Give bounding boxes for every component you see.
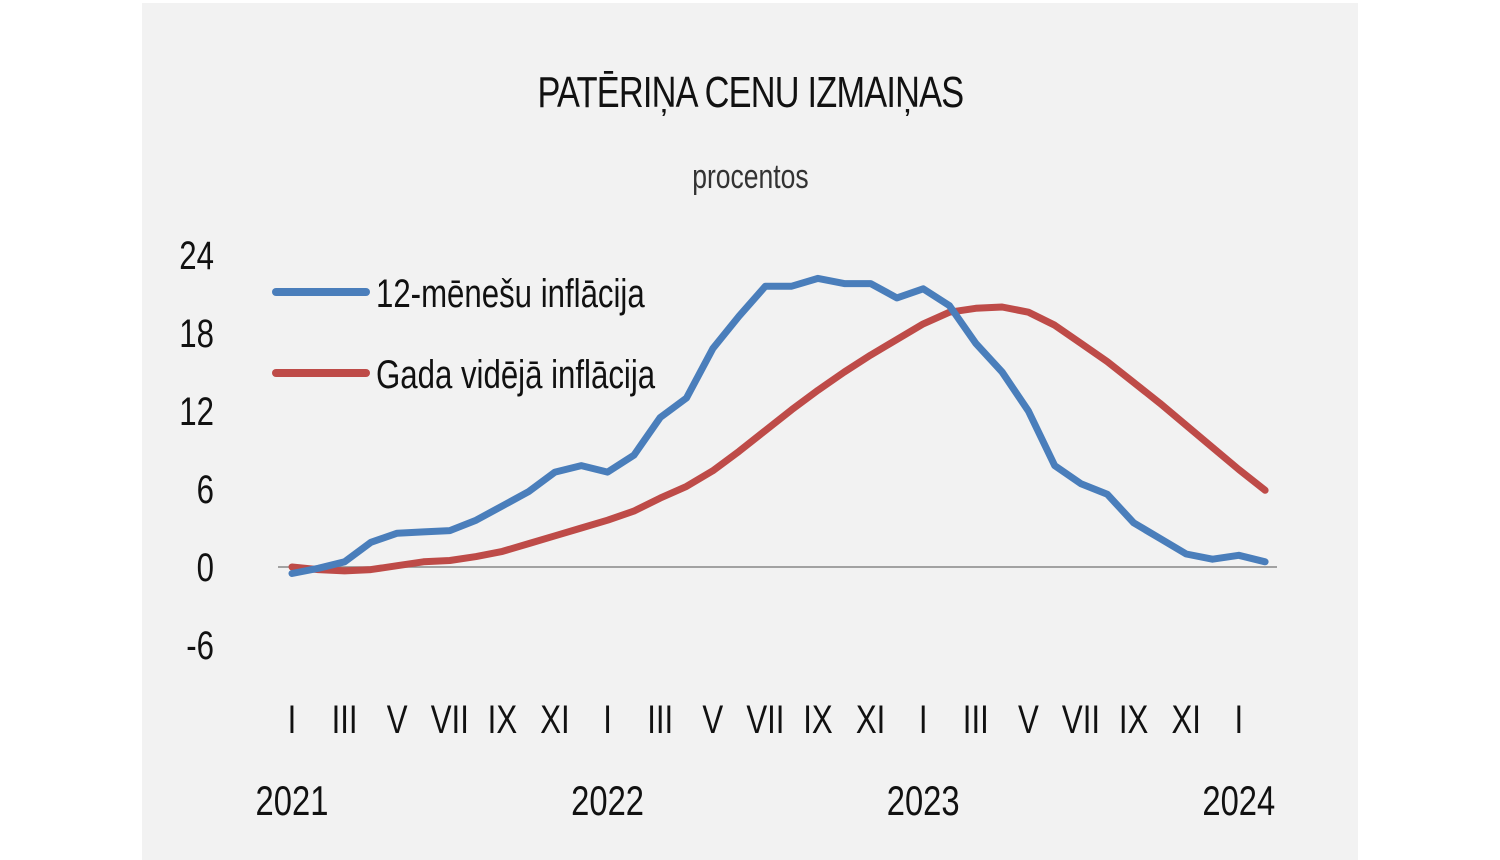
x-tick-label: VII — [746, 697, 784, 742]
year-label: 2024 — [1202, 777, 1275, 824]
chart-title: PATĒRIŅA CENU IZMAIŅAS — [537, 68, 964, 117]
year-label: 2023 — [887, 777, 960, 824]
legend-label: Gada vidējā inflācija — [376, 352, 655, 397]
x-axis-year-labels: 2021 2022 2023 2024 — [256, 777, 1276, 824]
x-tick-label: V — [702, 697, 723, 742]
legend-label: 12-mēnešu inflācija — [376, 271, 645, 316]
x-tick-label: I — [1234, 697, 1243, 742]
y-tick-label: 18 — [179, 311, 214, 356]
y-tick-label: 24 — [179, 233, 214, 278]
x-tick-label: V — [1018, 697, 1039, 742]
year-label: 2021 — [256, 777, 329, 824]
x-tick-label: XI — [1171, 697, 1200, 742]
x-tick-label: IX — [1119, 697, 1149, 742]
x-tick-label: IX — [488, 697, 518, 742]
x-tick-label: III — [647, 697, 673, 742]
x-tick-label: XI — [856, 697, 885, 742]
legend: 12-mēnešu inflācija Gada vidējā inflācija — [272, 271, 655, 397]
series-lines — [288, 274, 1269, 577]
x-tick-label: I — [603, 697, 612, 742]
x-tick-label: III — [332, 697, 358, 742]
x-tick-label: IX — [803, 697, 833, 742]
x-tick-label: XI — [540, 697, 569, 742]
chart-subtitle: procentos — [692, 158, 809, 196]
series-line — [288, 303, 1269, 575]
x-tick-label: I — [288, 697, 297, 742]
y-tick-label: 6 — [197, 467, 214, 512]
x-tick-label: III — [963, 697, 989, 742]
x-tick-label: I — [919, 697, 928, 742]
year-label: 2022 — [571, 777, 644, 824]
series-line — [288, 274, 1269, 577]
x-tick-label: VII — [431, 697, 469, 742]
y-tick-label: -6 — [186, 623, 214, 668]
y-tick-label: 12 — [179, 389, 214, 434]
x-tick-label: VII — [1062, 697, 1100, 742]
x-tick-label: V — [387, 697, 408, 742]
x-axis-month-ticks: I III V VII IX XI I III V VII IX XI I III V VII IX XI I — [288, 697, 1243, 742]
y-tick-label: 0 — [197, 545, 214, 590]
chart-panel — [142, 3, 1358, 860]
y-axis-ticks: 24 18 12 6 0 -6 — [179, 233, 214, 668]
